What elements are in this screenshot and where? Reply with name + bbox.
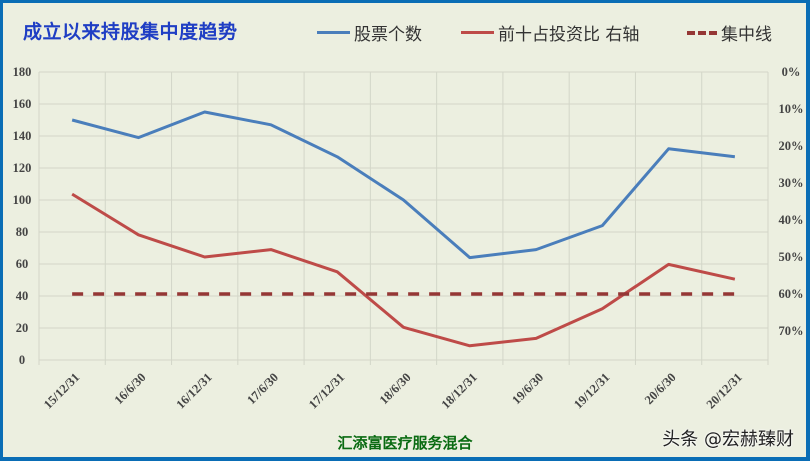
x-axis-ticks: 15/12/31 16/6/30 16/12/31 17/6/30 17/12/31 18…	[41, 370, 745, 411]
right-axis-tick: 10%	[779, 102, 804, 116]
series-line-0	[71, 110, 736, 260]
x-axis-tick: 15/12/31	[41, 370, 82, 411]
legend-label: 前十占投资比 右轴	[498, 25, 640, 45]
x-axis-tick: 20/12/31	[704, 370, 745, 411]
left-axis-tick: 80	[16, 225, 29, 239]
right-axis-tick: 20%	[779, 139, 804, 153]
x-axis-tick: 20/6/30	[642, 370, 679, 407]
left-axis-tick: 0	[19, 353, 25, 367]
left-axis-tick: 20	[16, 321, 29, 335]
x-axis-tick: 16/12/31	[173, 370, 214, 411]
legend-line-blue-icon	[317, 31, 350, 34]
x-axis-tick: 18/12/31	[439, 370, 480, 411]
legend-item-stock-count: 股票个数	[317, 20, 422, 45]
right-axis-tick: 50%	[779, 250, 804, 264]
legend-dashed-line-icon	[687, 30, 717, 35]
right-axis-tick: 30%	[779, 176, 804, 190]
legend-line-red-icon	[461, 31, 494, 34]
left-axis-tick: 40	[16, 289, 29, 303]
x-axis-tick: 17/12/31	[306, 370, 347, 411]
left-axis-ticks: 0 20 40 60 80 100 120 140 160 180	[13, 65, 32, 367]
gridlines	[38, 71, 769, 365]
x-axis-tick: 19/12/31	[571, 370, 612, 411]
x-axis-tick: 19/6/30	[509, 370, 546, 407]
legend-label: 股票个数	[354, 25, 422, 45]
left-axis-tick: 120	[13, 161, 32, 175]
left-axis-tick: 160	[13, 97, 32, 111]
left-axis-tick: 140	[13, 129, 32, 143]
legend-item-concentration-line: 集中线	[687, 20, 772, 45]
right-axis-tick: 0%	[782, 65, 801, 79]
chart-title: 成立以来持股集中度趋势	[23, 21, 238, 43]
watermark: 头条 @宏赫臻财	[662, 429, 794, 450]
right-axis-tick: 60%	[779, 287, 804, 301]
right-axis-tick: 40%	[779, 213, 804, 227]
left-axis-tick: 60	[16, 257, 29, 271]
x-axis-tick: 18/6/30	[377, 370, 414, 407]
chart-series	[71, 110, 736, 348]
left-axis-tick: 100	[13, 193, 32, 207]
x-axis-tick: 17/6/30	[244, 370, 281, 407]
x-axis-tick: 16/6/30	[112, 370, 149, 407]
right-axis-tick: 70%	[779, 324, 804, 338]
legend-item-top10-ratio: 前十占投资比 右轴	[461, 20, 639, 45]
left-axis-tick: 180	[13, 65, 32, 79]
right-axis-ticks: 0% 10% 20% 30% 40% 50% 60% 70%	[779, 65, 804, 338]
legend-label: 集中线	[721, 25, 772, 45]
fund-name-caption: 汇添富医疗服务混合	[337, 434, 473, 452]
